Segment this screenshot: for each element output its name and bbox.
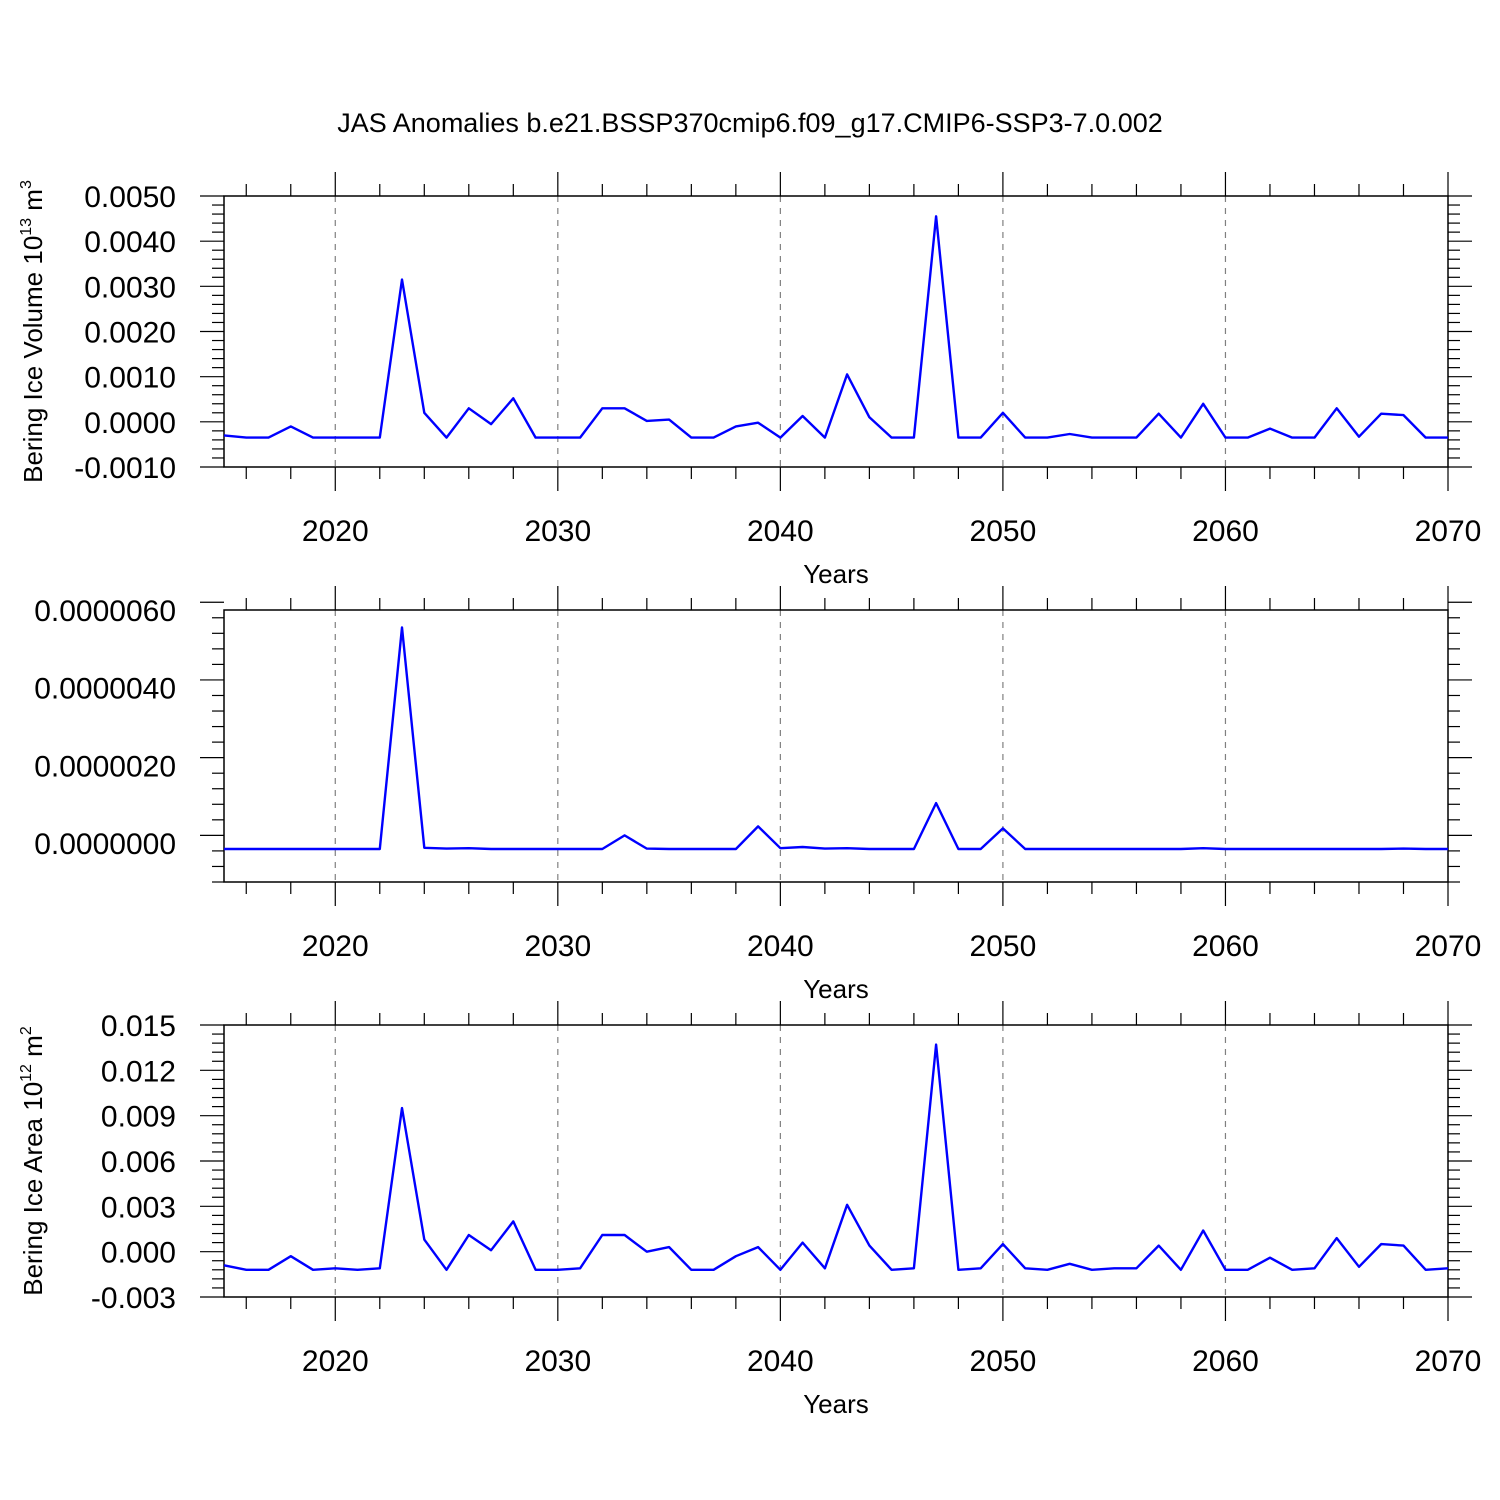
x-axis-label: Years <box>803 559 869 589</box>
y-tick-label: -0.003 <box>91 1282 176 1315</box>
y-tick-label: 0.0030 <box>84 271 176 304</box>
x-tick-label: 2040 <box>747 1345 814 1378</box>
x-tick-label: 2060 <box>1192 515 1259 548</box>
x-tick-label: 2050 <box>970 515 1037 548</box>
plot-frame <box>223 1024 1449 1298</box>
x-tick-label: 2020 <box>302 515 369 548</box>
y-tick-label: 0.006 <box>101 1146 176 1179</box>
panel-3: 2020 2030 2040 2050 2060 2070 Years -0.003 0.000… <box>18 1001 1481 1419</box>
y-tick-label: 0.009 <box>101 1101 176 1134</box>
x-tick-label: 2030 <box>524 515 591 548</box>
y-tick-label: 0.012 <box>101 1055 176 1088</box>
y-tick-label: 0.0040 <box>84 226 176 259</box>
plot-frame <box>223 195 1449 468</box>
x-axis-label: Years <box>803 1389 869 1419</box>
y-tick-label: 0.0050 <box>84 181 176 214</box>
chart-title: JAS Anomalies b.e21.BSSP370cmip6.f09_g17… <box>337 108 1163 138</box>
y-tick-label: 0.0000 <box>84 407 176 440</box>
x-axis-label: Years <box>803 974 869 1004</box>
x-tick-label: 2050 <box>970 1345 1037 1378</box>
x-tick-label: 2070 <box>1415 1345 1482 1378</box>
series-line <box>223 1043 1449 1272</box>
y-tick-label: 0.0020 <box>84 317 176 350</box>
x-tick-label: 2040 <box>747 515 814 548</box>
x-tick-label: 2060 <box>1192 930 1259 963</box>
x-tick-label: 2060 <box>1192 1345 1259 1378</box>
y-axis-label: Bering Ice Area 1012 m2 <box>18 1026 48 1296</box>
plot-frame <box>223 609 1449 883</box>
x-tick-label: 2020 <box>302 930 369 963</box>
y-axis-label: Bering Ice Volume 1013 m3 <box>18 180 48 483</box>
y-tick-label: 0.0000060 <box>34 595 176 628</box>
x-tick-label: 2030 <box>524 1345 591 1378</box>
y-tick-label: 0.003 <box>101 1191 176 1224</box>
x-tick-label: 2020 <box>302 1345 369 1378</box>
y-tick-label: -0.0010 <box>74 452 176 485</box>
x-tick-label: 2050 <box>970 930 1037 963</box>
x-tick-label: 2030 <box>524 930 591 963</box>
x-tick-label: 2070 <box>1415 930 1482 963</box>
x-tick-label: 2070 <box>1415 515 1482 548</box>
y-tick-label: 0.0000040 <box>34 673 176 706</box>
y-tick-label: 0.0010 <box>84 362 176 395</box>
panel-1: 2020 2030 2040 2050 2060 2070 Years -0.0010 0.00… <box>18 172 1481 589</box>
y-tick-label: 0.0000020 <box>34 750 176 783</box>
series-line <box>224 626 1448 851</box>
series-line <box>223 215 1448 439</box>
x-tick-label: 2040 <box>747 930 814 963</box>
panel-2: 2020 2030 2040 2050 2060 2070 Years 0.0000000 0.… <box>34 586 1481 1004</box>
y-tick-label: 0.015 <box>101 1010 176 1043</box>
y-tick-label: 0.000 <box>101 1237 176 1270</box>
y-tick-label: 0.0000000 <box>34 828 176 861</box>
